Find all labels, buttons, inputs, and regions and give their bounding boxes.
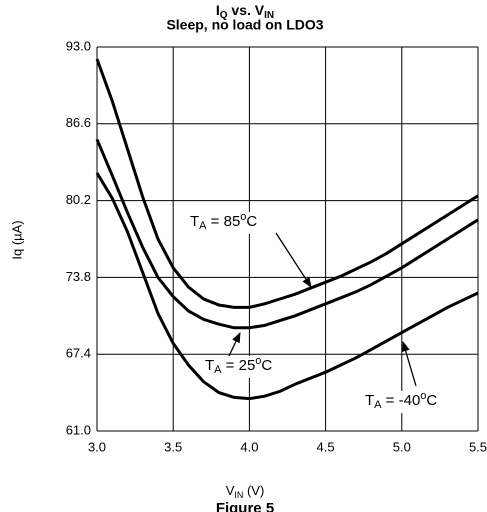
y-tick-label: 86.6 [66,115,91,130]
chart-title-part: vs. V [228,2,265,18]
annotation-part: T [205,357,214,374]
annotation-part: C [261,357,272,374]
x-axis-label: VIN (V) [226,483,265,500]
annotation-arrow [275,232,312,288]
x-axis-label-part: (V) [243,483,264,498]
x-axis-label-part: V [226,483,235,498]
annotation: TA = 25oC [205,355,272,376]
annotation-bg [203,356,275,378]
annotation-arrow [401,341,417,387]
annotation-part: o [240,211,246,223]
annotation-part: T [190,213,199,230]
chart-subtitle: Sleep, no load on LDO3 [166,17,323,33]
chart-title-part: IN [264,10,274,21]
annotation-part: o [420,390,426,402]
annotation-part: A [214,364,222,376]
y-tick-label: 73.8 [66,269,91,284]
y-tick-label: 67.4 [66,346,91,361]
annotation-part: C [426,392,437,409]
line-series [95,138,479,330]
annotation-part: = 85 [207,213,241,230]
y-tick-label: 93.0 [66,38,91,53]
annotation-part: = -40 [382,392,421,409]
chart-title: IQ vs. VIN [216,2,274,21]
annotation-bg [363,391,440,413]
y-tick-label: 80.2 [66,192,91,207]
annotation-part: o [255,355,261,367]
annotation-part: C [246,213,257,230]
x-tick-label: 5.5 [469,439,487,454]
annotation: TA = 85oC [190,211,257,232]
x-tick-label: 5.0 [393,439,411,454]
y-axis-label: Iq (µA) [9,220,24,259]
figure-caption: Figure 5 [216,500,274,512]
chart-title-part: Q [220,10,228,21]
annotation-arrow [228,332,241,357]
x-tick-label: 4.5 [317,439,335,454]
x-tick-label: 3.0 [88,439,106,454]
line-series [95,58,479,309]
annotation-part: A [374,399,382,411]
annotation-part: T [365,392,374,409]
line-series [95,172,479,401]
x-tick-label: 4.0 [240,439,258,454]
chart-title-part: I [216,2,220,18]
y-tick-label: 61.0 [66,422,91,437]
annotation: TA = -40oC [365,390,437,411]
x-tick-label: 3.5 [164,439,182,454]
annotation-part: A [199,220,207,232]
x-axis-label-part: IN [234,490,243,500]
annotation-bg [188,212,260,234]
annotation-part: = 25 [222,357,256,374]
